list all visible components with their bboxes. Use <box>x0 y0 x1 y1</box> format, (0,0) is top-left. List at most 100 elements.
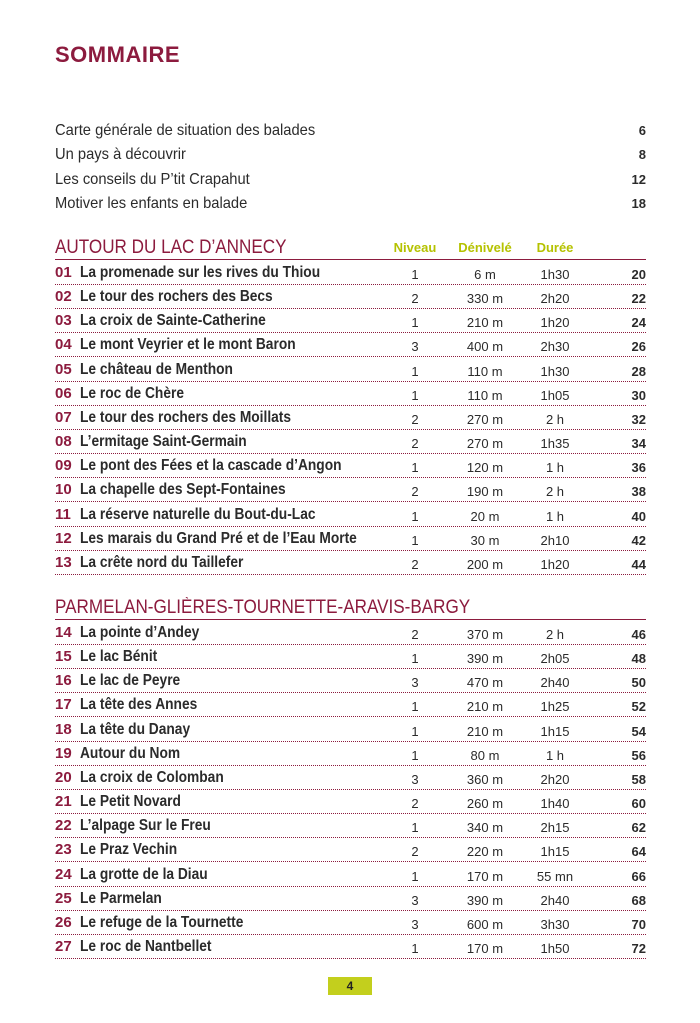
walk-title: Autour du Nom <box>80 744 181 762</box>
walk-niveau: 2 <box>411 627 419 642</box>
walk-duree: 2h20 <box>540 771 570 787</box>
walk-duree: 2h20 <box>540 291 570 307</box>
walk-denivele: 200 m <box>466 556 504 572</box>
walk-denivele: 110 m <box>467 363 503 379</box>
row-separator <box>55 813 646 815</box>
walk-title: La croix de Colomban <box>80 768 224 786</box>
walk-denivele: 20 m <box>470 508 500 524</box>
walk-number: 20 <box>55 768 72 786</box>
row-separator <box>55 477 646 479</box>
row-separator <box>55 837 646 839</box>
row-separator <box>55 644 646 645</box>
intro-page: 18 <box>631 195 646 211</box>
walk-page: 72 <box>631 941 646 957</box>
walk-niveau: 1 <box>411 820 419 836</box>
walk-niveau: 1 <box>411 651 419 667</box>
section-rule <box>55 259 646 260</box>
walk-duree: 2h05 <box>540 651 570 667</box>
row-separator <box>55 380 646 382</box>
row-separator <box>55 332 646 334</box>
walk-denivele: 80 m <box>470 747 500 763</box>
walk-page: 60 <box>631 796 646 812</box>
walk-title: Le Parmelan <box>80 889 162 907</box>
walk-denivele: 360 m <box>466 771 504 787</box>
walk-denivele: 270 m <box>466 411 504 427</box>
walk-niveau: 3 <box>411 892 419 908</box>
walk-title: Le château de Menthon <box>80 360 233 378</box>
walk-niveau: 1 <box>411 508 419 524</box>
walk-duree: 1h20 <box>540 556 570 572</box>
walk-number: 04 <box>55 336 72 354</box>
walk-niveau: 2 <box>411 484 419 500</box>
walk-denivele: 340 m <box>466 820 504 836</box>
walk-duree: 1h15 <box>540 844 570 860</box>
row-separator <box>55 284 646 285</box>
walk-duree: 1h30 <box>540 363 570 379</box>
walk-duree: 2 h <box>545 627 565 642</box>
walk-page: 36 <box>631 460 646 476</box>
walk-niveau: 3 <box>411 675 419 691</box>
walk-niveau: 1 <box>411 747 419 763</box>
walk-duree: 1h40 <box>540 796 570 812</box>
walk-duree: 1h35 <box>540 436 570 452</box>
walk-number: 17 <box>55 696 72 714</box>
walk-denivele: 6 m <box>474 267 496 282</box>
walk-denivele: 170 m <box>466 868 504 884</box>
walk-title: Le Praz Vechin <box>80 841 178 859</box>
footer-page-number: 4 <box>346 979 354 993</box>
walk-title: Le refuge de la Tournette <box>80 913 244 931</box>
row-separator <box>55 356 646 358</box>
walk-title: Le lac Bénit <box>80 648 158 666</box>
walk-duree: 3h30 <box>540 916 570 932</box>
walk-title: La crête nord du Taillefer <box>80 553 244 571</box>
row-separator <box>55 861 646 863</box>
intro-entry: Carte générale de situation des balades <box>55 122 316 139</box>
row-separator <box>55 549 646 551</box>
section-header: PARMELAN-GLIÈRES-TOURNETTE-ARAVIS-BARGY <box>55 597 471 618</box>
walk-page: 48 <box>631 651 646 667</box>
walk-duree: 1h05 <box>540 387 570 403</box>
walk-number: 22 <box>55 817 72 835</box>
row-separator <box>55 501 646 503</box>
walk-number: 19 <box>55 744 72 762</box>
walk-niveau: 2 <box>411 796 419 812</box>
walk-denivele: 210 m <box>466 699 504 715</box>
walk-niveau: 1 <box>411 387 419 403</box>
walk-denivele: 220 m <box>466 844 504 860</box>
footer-box <box>328 977 372 995</box>
walk-duree: 1 h <box>545 747 565 763</box>
walk-duree: 2h40 <box>540 675 570 691</box>
walk-page: 38 <box>631 484 646 500</box>
walk-niveau: 1 <box>411 532 419 548</box>
walk-number: 23 <box>55 841 72 859</box>
walk-duree: 2 h <box>545 411 565 427</box>
column-header: Durée <box>536 240 574 255</box>
column-header: Dénivelé <box>458 240 512 255</box>
walk-niveau: 1 <box>411 941 419 957</box>
walk-duree: 55 mn <box>536 868 574 884</box>
walk-niveau: 2 <box>411 556 419 572</box>
walk-denivele: 390 m <box>466 651 504 667</box>
walk-number: 16 <box>55 672 72 690</box>
walk-page: 58 <box>631 771 646 787</box>
walk-denivele: 330 m <box>466 291 504 307</box>
walk-title: Le tour des rochers des Becs <box>80 288 273 306</box>
walk-niveau: 1 <box>411 699 419 715</box>
walk-niveau: 2 <box>411 291 419 307</box>
row-separator <box>55 692 646 694</box>
walk-page: 20 <box>631 267 646 282</box>
walk-duree: 1h30 <box>540 267 570 282</box>
walk-niveau: 3 <box>411 339 419 355</box>
walk-page: 66 <box>631 868 646 884</box>
walk-duree: 1h25 <box>540 699 570 715</box>
row-separator <box>55 308 646 310</box>
row-separator <box>55 453 646 455</box>
walk-number: 12 <box>55 529 72 547</box>
walk-number: 25 <box>55 889 72 907</box>
walk-denivele: 170 m <box>466 941 504 957</box>
walk-denivele: 600 m <box>466 916 504 932</box>
walk-denivele: 390 m <box>466 892 504 908</box>
walk-denivele: 270 m <box>466 436 504 452</box>
walk-duree: 1h15 <box>540 723 570 739</box>
walk-page: 24 <box>631 315 646 331</box>
